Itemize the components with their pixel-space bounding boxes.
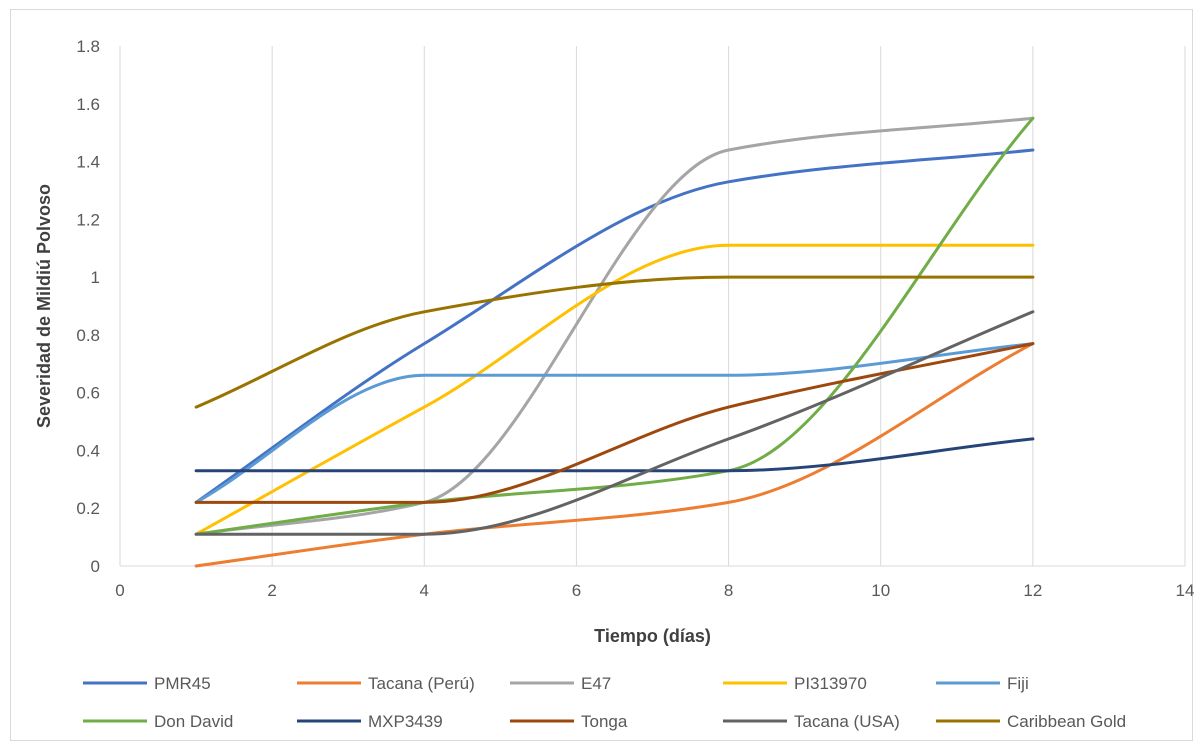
x-tick-label: 2: [267, 581, 276, 600]
y-tick-label: 0.2: [76, 499, 100, 518]
series-lines: [194, 116, 1035, 568]
y-tick-label: 1: [91, 268, 100, 287]
x-tick-labels: 0 2 4 6 8 10 12 14: [115, 581, 1194, 600]
legend-label: E47: [581, 674, 611, 693]
series-line-pi313970: [194, 243, 1035, 536]
series-line-tonga: [194, 342, 1035, 504]
legend-label: Tacana (USA): [794, 712, 900, 731]
legend-item: Tacana (USA): [723, 712, 900, 731]
legend: PMR45 Tacana (Perú) E47 PI313970 Fiji Don Dav…: [83, 674, 1126, 731]
y-tick-label: 0.8: [76, 326, 100, 345]
legend-label: Fiji: [1007, 674, 1029, 693]
chart-frame: 0 2 4 6 8 10 12 14 0 0.2 0.4 0.6 0.8 1 1.2 1.4 1.6 1.8 T…: [10, 9, 1194, 741]
line-chart: 0 2 4 6 8 10 12 14 0 0.2 0.4 0.6 0.8 1 1.2 1.4 1.6 1.8 T…: [34, 37, 1194, 731]
series-line-caribbean-gold: [194, 275, 1035, 409]
x-axis-title: Tiempo (días): [594, 626, 711, 646]
y-axis-title: Severidad de Mildiú Polvoso: [34, 184, 54, 428]
x-tick-label: 10: [871, 581, 890, 600]
legend-item: Fiji: [936, 674, 1029, 693]
x-tick-label: 8: [724, 581, 733, 600]
legend-label: Don David: [154, 712, 233, 731]
series-line-fiji: [194, 342, 1035, 504]
legend-label: Caribbean Gold: [1007, 712, 1126, 731]
x-tick-label: 12: [1023, 581, 1042, 600]
x-tick-label: 0: [115, 581, 124, 600]
legend-label: PI313970: [794, 674, 867, 693]
legend-label: PMR45: [154, 674, 211, 693]
x-tick-label: 6: [572, 581, 581, 600]
x-tick-label: 14: [1176, 581, 1194, 600]
legend-item: PI313970: [723, 674, 867, 693]
y-tick-labels: 0 0.2 0.4 0.6 0.8 1 1.2 1.4 1.6 1.8: [76, 37, 100, 576]
series-line-pmr45: [194, 148, 1035, 504]
y-tick-label: 0: [91, 557, 100, 576]
gridlines: [119, 46, 1186, 566]
legend-label: MXP3439: [368, 712, 443, 731]
series-line-tacana-usa: [194, 310, 1035, 536]
legend-item: Tacana (Perú): [297, 674, 475, 693]
legend-item: Caribbean Gold: [936, 712, 1126, 731]
y-tick-label: 1.8: [76, 37, 100, 56]
legend-item: Don David: [83, 712, 233, 731]
legend-item: MXP3439: [297, 712, 443, 731]
y-tick-label: 1.4: [76, 153, 100, 172]
y-tick-label: 1.6: [76, 95, 100, 114]
legend-item: Tonga: [510, 712, 628, 731]
x-tick-label: 4: [420, 581, 429, 600]
series-line-tacana-per: [194, 342, 1035, 568]
series-line-mxp3439: [194, 437, 1035, 473]
legend-label: Tacana (Perú): [368, 674, 475, 693]
legend-item: PMR45: [83, 674, 211, 693]
legend-item: E47: [510, 674, 611, 693]
y-tick-label: 0.6: [76, 384, 100, 403]
series-line-don-david: [194, 116, 1035, 536]
y-tick-label: 1.2: [76, 210, 100, 229]
legend-label: Tonga: [581, 712, 628, 731]
y-tick-label: 0.4: [76, 441, 100, 460]
series-line-e47: [194, 116, 1035, 536]
